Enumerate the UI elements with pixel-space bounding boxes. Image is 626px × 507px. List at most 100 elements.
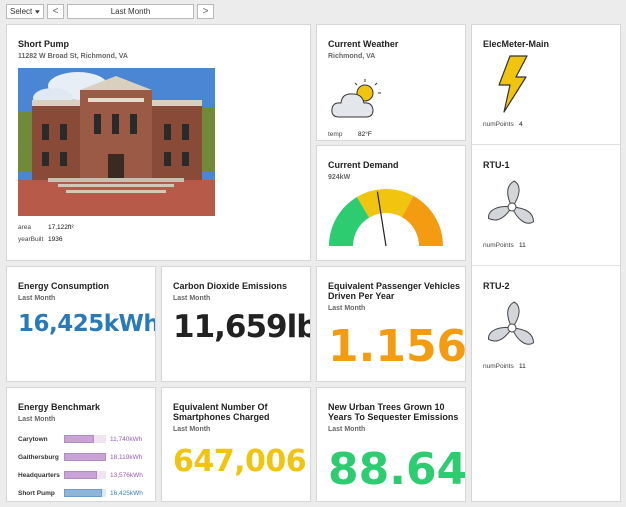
benchmark-row: Short Pump 16,425kWh [18, 488, 149, 498]
vehicles-value: 1.156 [328, 321, 466, 372]
benchmark-site-name: Gaithersburg [18, 453, 59, 461]
benchmark-bar-track [64, 435, 106, 443]
weather-title: Current Weather [328, 39, 399, 49]
prop-key: yearBuilt [18, 236, 44, 243]
trees-title: New Urban Trees Grown 10 Years To Seques… [328, 402, 458, 422]
caret-down-icon [35, 9, 40, 14]
vehicles-card[interactable]: Equivalent Passenger Vehicles Driven Per… [316, 266, 466, 382]
prop-key: temp [328, 131, 343, 138]
meters-card: ElecMeter-Main numPoints 4 RTU-1 numPoin… [471, 24, 621, 502]
benchmark-title: Energy Benchmark [18, 402, 101, 412]
benchmark-bar [64, 489, 103, 497]
partly-cloudy-icon [331, 79, 381, 118]
meter-title: RTU-2 [483, 281, 510, 291]
trees-title-l2: Years To Sequester Emissions [328, 412, 459, 423]
prop-value: 1936 [48, 236, 63, 243]
benchmark-bar [64, 435, 94, 443]
benchmark-row: Headquarters 13,576kWh [18, 470, 149, 480]
benchmark-value: 13,576kWh [110, 471, 143, 479]
prop-key: numPoints [483, 121, 514, 128]
benchmark-row: Carytown 11,740kWh [18, 434, 149, 444]
phones-value: 647,006 [173, 444, 307, 479]
meter-elecmeter-main[interactable]: ElecMeter-Main numPoints 4 [472, 25, 620, 145]
gauge-segment-high [401, 196, 443, 247]
toolbar: Select < Last Month > [6, 4, 214, 19]
meter-rtu-2[interactable]: RTU-2 numPoints 11 [472, 267, 620, 387]
gauge-needle [376, 191, 387, 247]
vehicles-period: Last Month [328, 305, 366, 312]
meter-title: ElecMeter-Main [483, 39, 550, 49]
gauge-segment-mid [356, 189, 414, 218]
meter-points: numPoints 4 [483, 121, 523, 128]
benchmark-value: 16,425kWh [110, 489, 143, 497]
prop-value: 11 [519, 242, 526, 249]
benchmark-period: Last Month [18, 416, 56, 423]
prop-value: 82°F [358, 131, 372, 138]
benchmark-site-name: Short Pump [18, 489, 55, 497]
vehicles-title-l2: Driven Per Year [328, 291, 395, 302]
co2-value: 11,659lb [173, 309, 311, 345]
fan-icon [487, 301, 535, 345]
co2-period: Last Month [173, 295, 211, 302]
energy-period: Last Month [18, 295, 56, 302]
chevron-left-icon: < [52, 6, 59, 17]
site-prop-yearbuilt: yearBuilt 1936 [18, 236, 62, 243]
prop-value: 4 [519, 121, 523, 128]
gauge-segment-low [329, 196, 370, 247]
demand-card[interactable]: Current Demand 924kW [316, 145, 466, 261]
co2-card[interactable]: Carbon Dioxide Emissions Last Month 11,6… [161, 266, 311, 382]
phones-card[interactable]: Equivalent Number Of Smartphones Charged… [161, 387, 311, 502]
site-card[interactable]: Short Pump 11282 W Broad St, Richmond, V… [6, 24, 311, 261]
prev-period-button[interactable]: < [47, 4, 64, 19]
next-period-button[interactable]: > [197, 4, 214, 19]
benchmark-bar [64, 471, 98, 479]
benchmark-row: Gaithersburg 18,119kWh [18, 452, 149, 462]
select-label: Select [10, 7, 33, 16]
trees-value: 88.64 [328, 444, 466, 495]
trees-card[interactable]: New Urban Trees Grown 10 Years To Seques… [316, 387, 466, 502]
demand-gauge [329, 189, 443, 247]
benchmark-value: 11,740kWh [110, 435, 143, 443]
demand-title: Current Demand [328, 160, 399, 170]
energy-card[interactable]: Energy Consumption Last Month 16,425kWh [6, 266, 156, 382]
fan-icon [487, 180, 535, 224]
chevron-right-icon: > [202, 6, 209, 17]
prop-value: 11 [519, 363, 526, 370]
benchmark-bar-track [64, 453, 106, 461]
meter-points: numPoints 11 [483, 242, 526, 249]
building-photo [18, 68, 215, 216]
energy-title: Energy Consumption [18, 281, 110, 291]
site-address: 11282 W Broad St, Richmond, VA [18, 53, 128, 60]
vehicles-title: Equivalent Passenger Vehicles Driven Per… [328, 281, 460, 301]
phones-title-l1: Equivalent Number Of [173, 402, 268, 412]
benchmark-site-name: Carytown [18, 435, 48, 443]
demand-value: 924kW [328, 174, 351, 181]
lightning-icon [498, 55, 528, 113]
benchmark-site-name: Headquarters [18, 471, 60, 479]
weather-card[interactable]: Current Weather Richmond, VA temp 82°F [316, 24, 466, 141]
weather-temp: temp 82°F [328, 131, 372, 138]
prop-key: numPoints [483, 363, 514, 370]
phones-title: Equivalent Number Of Smartphones Charged [173, 402, 270, 422]
site-prop-area: area 17,122ft² [18, 224, 74, 231]
prop-value: 17,122ft² [48, 224, 74, 231]
select-dropdown[interactable]: Select [6, 4, 44, 19]
date-range-label[interactable]: Last Month [67, 4, 194, 19]
date-range-text: Last Month [110, 7, 151, 16]
meter-points: numPoints 11 [483, 363, 526, 370]
meter-title: RTU-1 [483, 160, 510, 170]
meter-rtu-1[interactable]: RTU-1 numPoints 11 [472, 146, 620, 266]
trees-title-l1: New Urban Trees Grown 10 [328, 402, 445, 412]
energy-value: 16,425kWh [18, 311, 156, 337]
benchmark-card[interactable]: Energy Benchmark Last Month Carytown 11,7… [6, 387, 156, 502]
site-title: Short Pump [18, 39, 69, 49]
benchmark-value: 18,119kWh [110, 453, 143, 461]
prop-key: area [18, 224, 32, 231]
prop-key: numPoints [483, 242, 514, 249]
phones-title-l2: Smartphones Charged [173, 412, 270, 423]
benchmark-bar-track [64, 489, 106, 497]
trees-period: Last Month [328, 426, 366, 433]
weather-location: Richmond, VA [328, 53, 376, 60]
co2-title: Carbon Dioxide Emissions [173, 281, 288, 291]
vehicles-title-l1: Equivalent Passenger Vehicles [328, 281, 461, 291]
